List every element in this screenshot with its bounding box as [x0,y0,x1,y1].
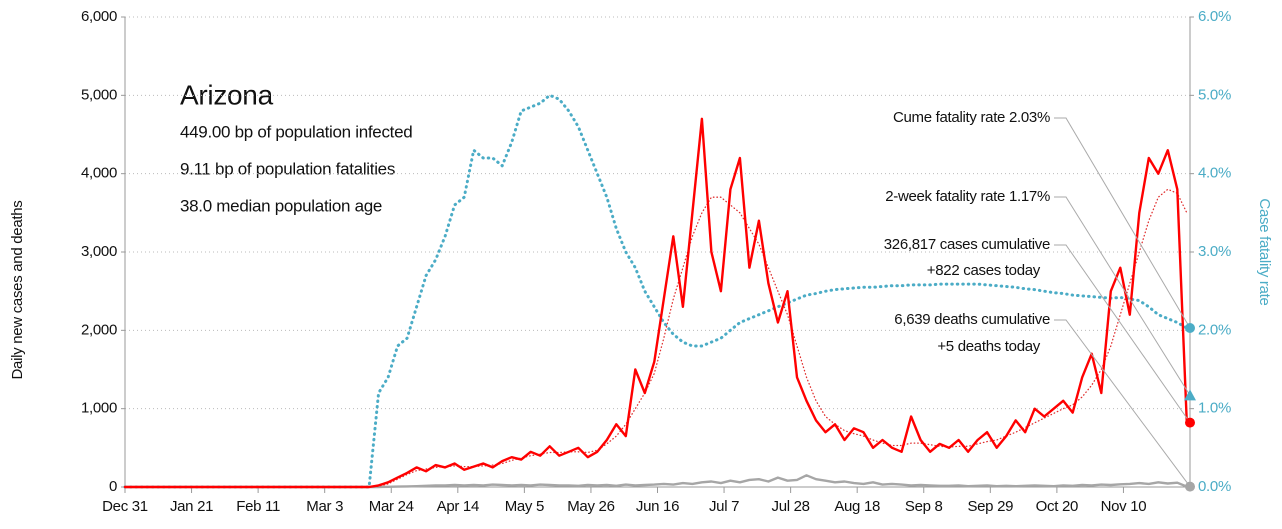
x-tick-label: Sep 29 [967,498,1013,515]
x-tick-label: Oct 20 [1036,498,1078,515]
x-tick-label: Feb 11 [236,498,280,515]
annotation: +5 deaths today [937,338,1040,355]
x-tick-label: Mar 3 [306,498,343,515]
end-marker [1185,322,1195,333]
y2-tick-label: 6.0% [1198,8,1231,25]
y-tick-label: 0 [109,478,117,495]
annotation: 326,817 cases cumulative [884,236,1050,253]
y2-tick-label: 4.0% [1198,165,1231,182]
x-tick-label: Aug 18 [834,498,880,515]
chart-title: Arizona [180,79,274,110]
x-tick-label: Sep 8 [905,498,943,515]
y2-tick-label: 2.0% [1198,321,1231,338]
series-line [123,474,1188,489]
info-line: 38.0 median population age [180,196,382,215]
info-line: 9.11 bp of population fatalities [180,159,395,178]
x-tick-label: Jun 16 [636,498,679,515]
x-tick-label: May 5 [505,498,544,515]
y-tick-label: 3,000 [81,243,117,260]
leader-line [1054,117,1191,329]
x-tick-label: Dec 31 [102,498,148,515]
leader-line [1054,196,1191,396]
y-tick-label: 2,000 [81,321,117,338]
leader-line [1054,244,1191,423]
series-line [123,93,1189,489]
leader-line [1054,319,1191,487]
x-tick-label: Jul 28 [772,498,810,515]
y-tick-label: 1,000 [81,400,117,417]
y-tick-label: 6,000 [81,8,117,25]
y2-tick-label: 1.0% [1198,400,1231,417]
info-line: 449.00 bp of population infected [180,122,412,141]
x-tick-label: May 26 [567,498,614,515]
annotation: Cume fatality rate 2.03% [893,109,1050,126]
y2-axis-label: Case fatality rate [1256,198,1273,305]
series-line [123,117,1188,489]
x-tick-label: Apr 14 [437,498,479,515]
y-tick-label: 5,000 [81,86,117,103]
x-tick-label: Jul 7 [709,498,739,515]
y2-tick-label: 5.0% [1198,86,1231,103]
end-marker [1184,389,1196,401]
y-axis-label: Daily new cases and deaths [9,201,26,380]
end-marker [1185,481,1195,492]
annotation: +822 cases today [927,262,1041,279]
series-line [124,188,1188,488]
x-tick-label: Nov 10 [1101,498,1147,515]
x-tick-label: Jan 21 [170,498,213,515]
end-marker [1185,417,1195,428]
x-tick-label: Mar 24 [369,498,414,515]
y2-tick-label: 3.0% [1198,243,1231,260]
y-tick-label: 4,000 [81,165,117,182]
annotation: 6,639 deaths cumulative [894,311,1050,328]
y2-tick-label: 0.0% [1198,478,1231,495]
annotation: 2-week fatality rate 1.17% [885,188,1050,205]
